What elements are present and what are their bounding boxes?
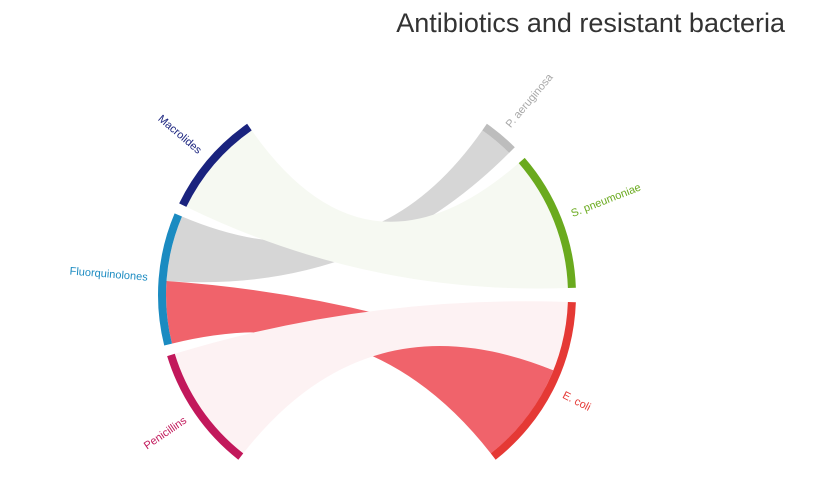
ribbon-fluoroquinolones-p_aeruginosa[interactable] (166, 130, 510, 283)
arc-p_aeruginosa[interactable] (482, 123, 515, 153)
ribbon-fluoroquinolones-e_coli[interactable] (166, 280, 554, 454)
label-penicillins: Penicillins (142, 414, 190, 452)
arc-s_pneumoniae[interactable] (518, 157, 576, 288)
label-e_coli: E. coli (560, 389, 592, 413)
arc-e_coli[interactable] (490, 302, 576, 460)
label-s_pneumoniae: S. pneumoniae (569, 182, 642, 220)
label-fluoroquinolones: Fluorquinolones (69, 266, 148, 284)
arcs-layer (158, 123, 576, 460)
ribbon-macrolides-s_pneumoniae[interactable] (186, 130, 568, 289)
ribbons-layer (166, 130, 568, 454)
arc-macrolides[interactable] (179, 123, 252, 207)
arc-penicillins[interactable] (167, 353, 244, 460)
label-p_aeruginosa: P. aeruginosa (504, 71, 556, 130)
ribbon-penicillins-e_coli[interactable] (174, 301, 568, 454)
label-macrolides: Macrolides (155, 113, 204, 157)
chart-title: Antibiotics and resistant bacteria (396, 8, 785, 38)
arc-fluoroquinolones[interactable] (158, 213, 182, 346)
